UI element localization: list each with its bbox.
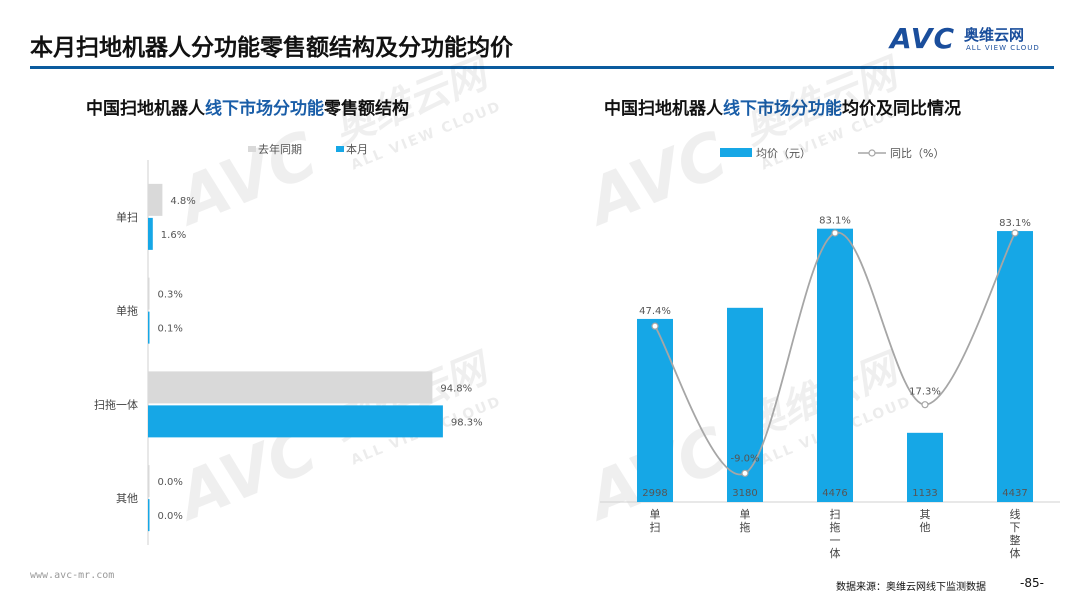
page-title: 本月扫地机器人分功能零售额结构及分功能均价 — [30, 35, 513, 61]
bar-value-label: 4476 — [822, 488, 847, 499]
bar-value-label: 3180 — [732, 488, 757, 499]
bar-avg-price — [817, 228, 853, 503]
right-chart-title: 中国扫地机器人线下市场分功能均价及同比情况 — [604, 94, 961, 119]
left-title-prefix: 中国扫地机器人 — [86, 99, 205, 119]
category-label-char: 单 — [650, 508, 661, 521]
footer-url: www.avc-mr.com — [30, 570, 115, 581]
category-label: 其他 — [116, 492, 138, 505]
data-label: 0.0% — [158, 511, 183, 522]
right-title-prefix: 中国扫地机器人 — [604, 99, 723, 119]
category-label-char: 他 — [920, 521, 931, 534]
category-label: 扫拖一体 — [94, 397, 138, 411]
page-number: -85- — [1020, 576, 1044, 590]
data-label: 98.3% — [451, 417, 483, 428]
yoy-point — [651, 322, 659, 330]
bar-value-label: 1133 — [912, 488, 937, 499]
category-label-char: 整 — [1010, 533, 1021, 547]
category-label-char: 体 — [830, 546, 841, 560]
legend-swatch — [336, 146, 344, 152]
bar-this-month — [148, 499, 150, 532]
category-label-char: 线 — [1010, 507, 1021, 521]
category-label-char: 扫 — [830, 508, 841, 521]
yoy-value-label: 17.3% — [909, 387, 941, 398]
legend-swatch — [720, 148, 752, 157]
bar-avg-price — [997, 231, 1033, 502]
yoy-value-label: 83.1% — [999, 218, 1031, 229]
yoy-value-label: 83.1% — [819, 216, 851, 227]
data-label: 0.0% — [158, 477, 183, 488]
left-title-highlight: 线下市场分功能 — [205, 99, 324, 119]
bar-value-label: 2998 — [642, 488, 667, 499]
left-chart-title: 中国扫地机器人线下市场分功能零售额结构 — [86, 94, 409, 119]
bar-this-month — [148, 405, 443, 438]
category-label-char: 其 — [920, 508, 931, 521]
yoy-point — [921, 401, 929, 409]
legend-label: 去年同期 — [258, 142, 302, 156]
data-label: 0.3% — [158, 290, 183, 301]
left-title-suffix: 零售额结构 — [324, 99, 409, 119]
category-label-char: 拖 — [740, 520, 751, 534]
data-source-note: 数据来源：奥维云网线下监测数据 — [836, 582, 986, 593]
bar-last-year — [148, 183, 163, 216]
yoy-point — [741, 469, 749, 477]
yoy-value-label: 47.4% — [639, 306, 671, 317]
data-label: 0.1% — [158, 324, 183, 335]
data-label: 1.6% — [161, 230, 186, 241]
legend-label: 均价（元） — [756, 147, 811, 160]
title-divider — [30, 66, 1054, 69]
legend-label: 同比（%） — [890, 147, 944, 160]
category-label-char: 单 — [740, 508, 751, 521]
category-label: 单扫 — [116, 211, 138, 224]
bar-this-month — [148, 217, 153, 250]
bar-avg-price — [637, 318, 673, 502]
data-label: 94.8% — [440, 383, 472, 394]
right-title-highlight: 线下市场分功能 — [723, 99, 842, 119]
bar-this-month — [148, 311, 150, 344]
avc-logo: AVC 奥维云网 ALL VIEW CLOUD — [890, 22, 1060, 58]
category-label: 单拖 — [116, 304, 138, 318]
category-label-char: 一 — [830, 534, 841, 547]
bar-avg-price — [727, 307, 763, 502]
bar-avg-price — [907, 432, 943, 502]
category-label-char: 下 — [1010, 521, 1021, 534]
category-label-char: 体 — [1010, 546, 1021, 560]
logo-mark: AVC — [890, 22, 955, 55]
bar-value-label: 4437 — [1002, 488, 1027, 499]
yoy-point — [831, 229, 839, 237]
bar-last-year — [148, 371, 433, 404]
yoy-point — [1011, 229, 1019, 237]
bar-last-year — [148, 465, 150, 498]
bar-last-year — [148, 277, 150, 310]
yoy-value-label: -9.0% — [730, 453, 759, 464]
legend-swatch — [248, 146, 256, 152]
category-label-char: 扫 — [650, 521, 661, 534]
right-title-suffix: 均价及同比情况 — [842, 99, 961, 119]
logo-en: ALL VIEW CLOUD — [966, 44, 1040, 52]
category-label-char: 拖 — [830, 520, 841, 534]
data-label: 4.8% — [170, 196, 195, 207]
legend-marker — [868, 149, 876, 157]
right-combo-chart: 均价（元） 同比（%）2998单扫3180单拖4476扫拖一体1133其他4437… — [600, 147, 1060, 560]
logo-cn: 奥维云网 — [964, 26, 1025, 44]
legend-label: 本月 — [346, 142, 368, 156]
